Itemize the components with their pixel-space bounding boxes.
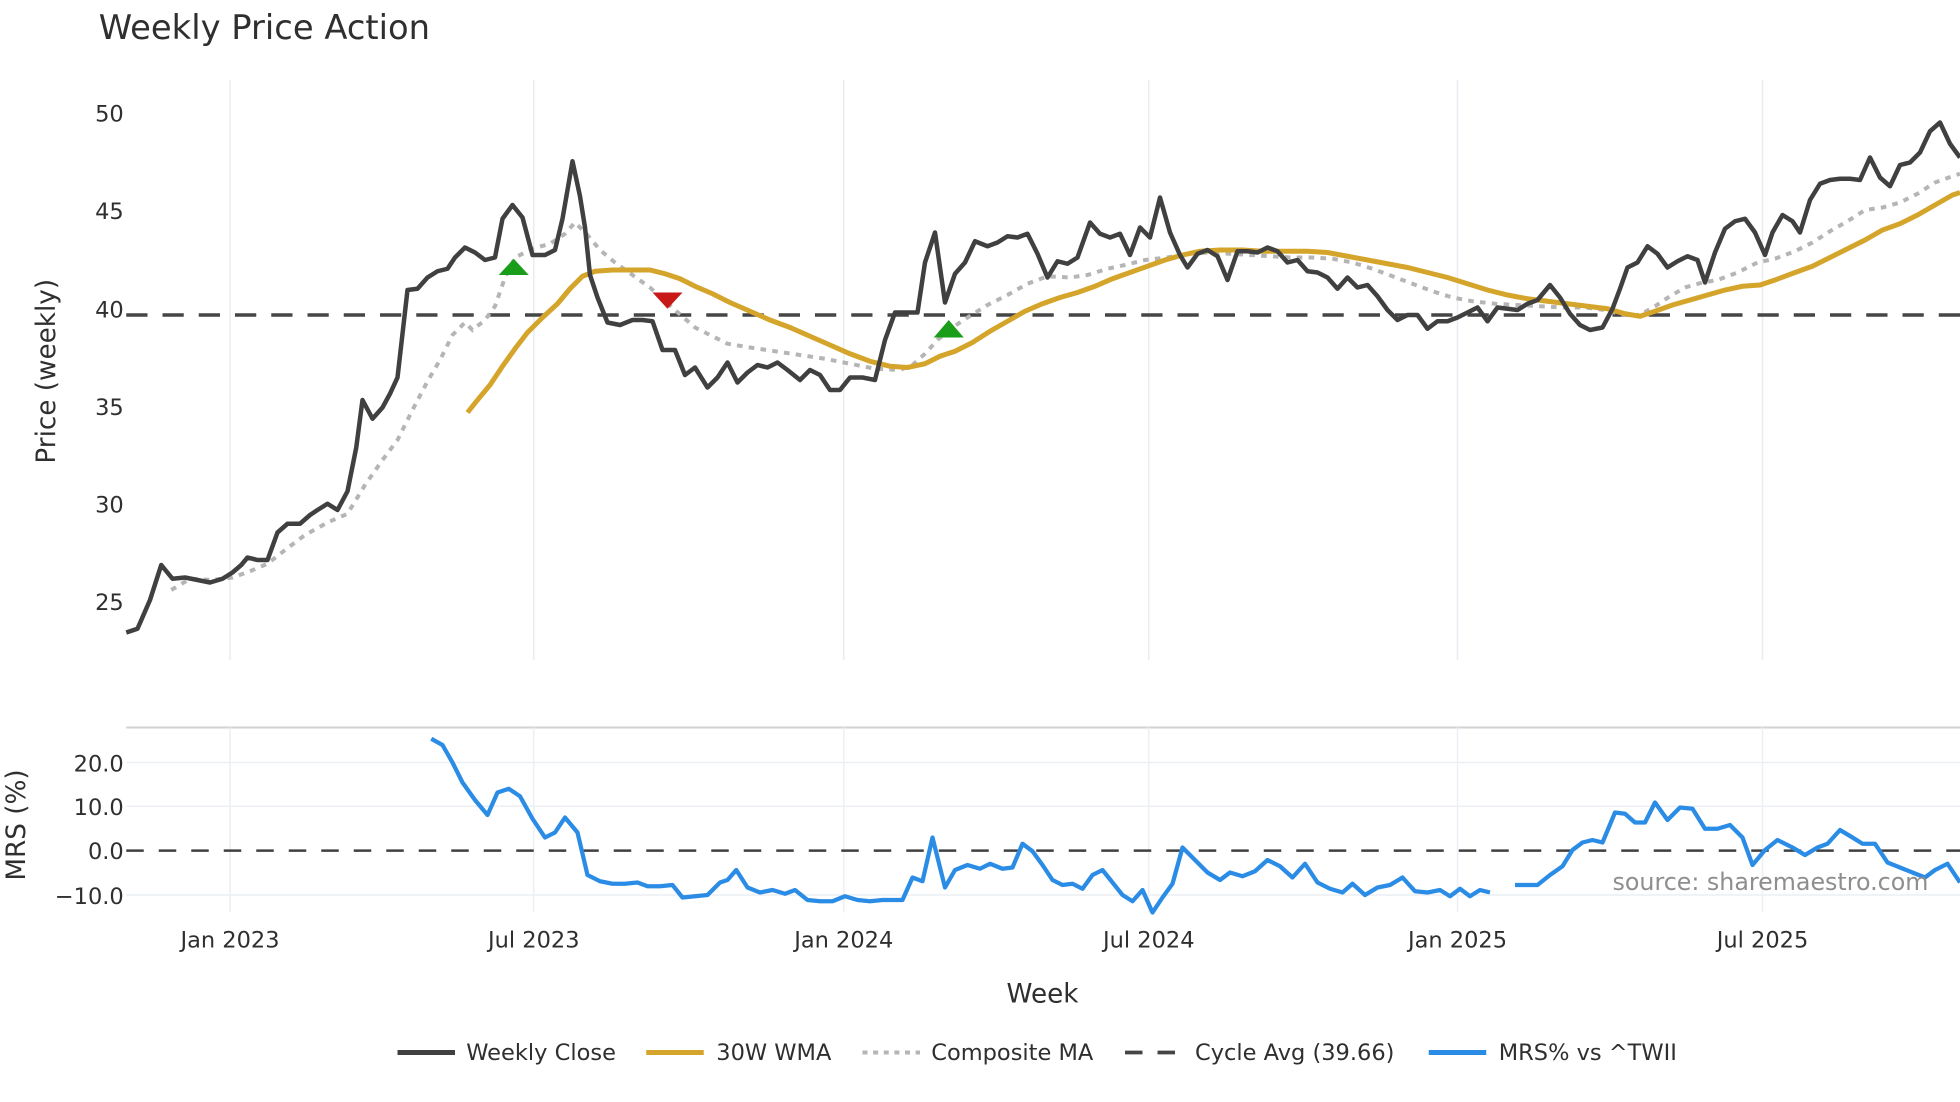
y-tick: 30 (95, 493, 124, 519)
legend-item-weekly-close[interactable]: Weekly Close (397, 1040, 616, 1066)
legend-label: 30W WMA (716, 1040, 832, 1066)
legend-label: Composite MA (931, 1040, 1094, 1066)
x-tick: Jul 2024 (1101, 928, 1195, 954)
y-tick: 40 (95, 298, 124, 324)
y-tick: −10.0 (55, 884, 124, 910)
y-tick: 25 (95, 590, 124, 616)
x-tick: Jan 2025 (1406, 928, 1507, 954)
x-tick: Jul 2025 (1715, 928, 1809, 954)
buy-signal-marker (498, 258, 529, 275)
price-panel: 50 45 40 35 30 25 Price (weekly) (32, 80, 1960, 661)
legend-label: Weekly Close (466, 1040, 616, 1066)
y-tick: 0.0 (88, 839, 124, 865)
legend: Weekly Close 30W WMA Composite MA Cycle … (397, 1040, 1677, 1066)
legend-label: Cycle Avg (39.66) (1195, 1040, 1394, 1066)
weekly-close-line (125, 120, 1960, 635)
legend-item-30w-wma[interactable]: 30W WMA (646, 1040, 832, 1066)
y-tick: 50 (95, 101, 124, 127)
x-tick: Jan 2024 (792, 928, 893, 954)
y-tick: 45 (95, 199, 124, 225)
legend-item-mrs[interactable]: MRS% vs ^TWII (1428, 1040, 1677, 1066)
sell-signal-marker (652, 292, 683, 309)
buy-signal-marker (933, 320, 964, 338)
x-tick: Jan 2023 (178, 928, 279, 954)
x-axis: Jan 2023 Jul 2023 Jan 2024 Jul 2024 Jan … (178, 928, 1808, 954)
source-watermark: source: sharemaestro.com (1613, 868, 1929, 896)
legend-label: MRS% vs ^TWII (1499, 1040, 1677, 1066)
mrs-y-axis-label: MRS (%) (2, 769, 32, 880)
legend-item-composite-ma[interactable]: Composite MA (862, 1040, 1094, 1066)
chart-title: Weekly Price Action (99, 8, 430, 47)
wma-30w-line (465, 190, 1960, 415)
x-axis-label: Week (1007, 980, 1080, 1010)
composite-ma-line (170, 171, 1960, 592)
price-y-ticks: 50 45 40 35 30 25 (95, 101, 124, 616)
mrs-line-segment-1 (430, 736, 1491, 915)
mrs-line-segment-2 (1515, 800, 1960, 888)
x-gridlines (229, 80, 1764, 661)
mrs-y-ticks: 20.0 10.0 0.0 −10.0 (55, 751, 124, 910)
y-tick: 10.0 (74, 795, 124, 821)
x-tick: Jul 2023 (486, 928, 580, 954)
price-y-axis-label: Price (weekly) (32, 279, 62, 464)
y-tick: 35 (95, 395, 124, 421)
y-tick: 20.0 (74, 751, 124, 777)
mrs-panel: 20.0 10.0 0.0 −10.0 MRS (%) source: shar… (2, 726, 1960, 915)
legend-item-cycle-avg[interactable]: Cycle Avg (39.66) (1125, 1040, 1394, 1066)
